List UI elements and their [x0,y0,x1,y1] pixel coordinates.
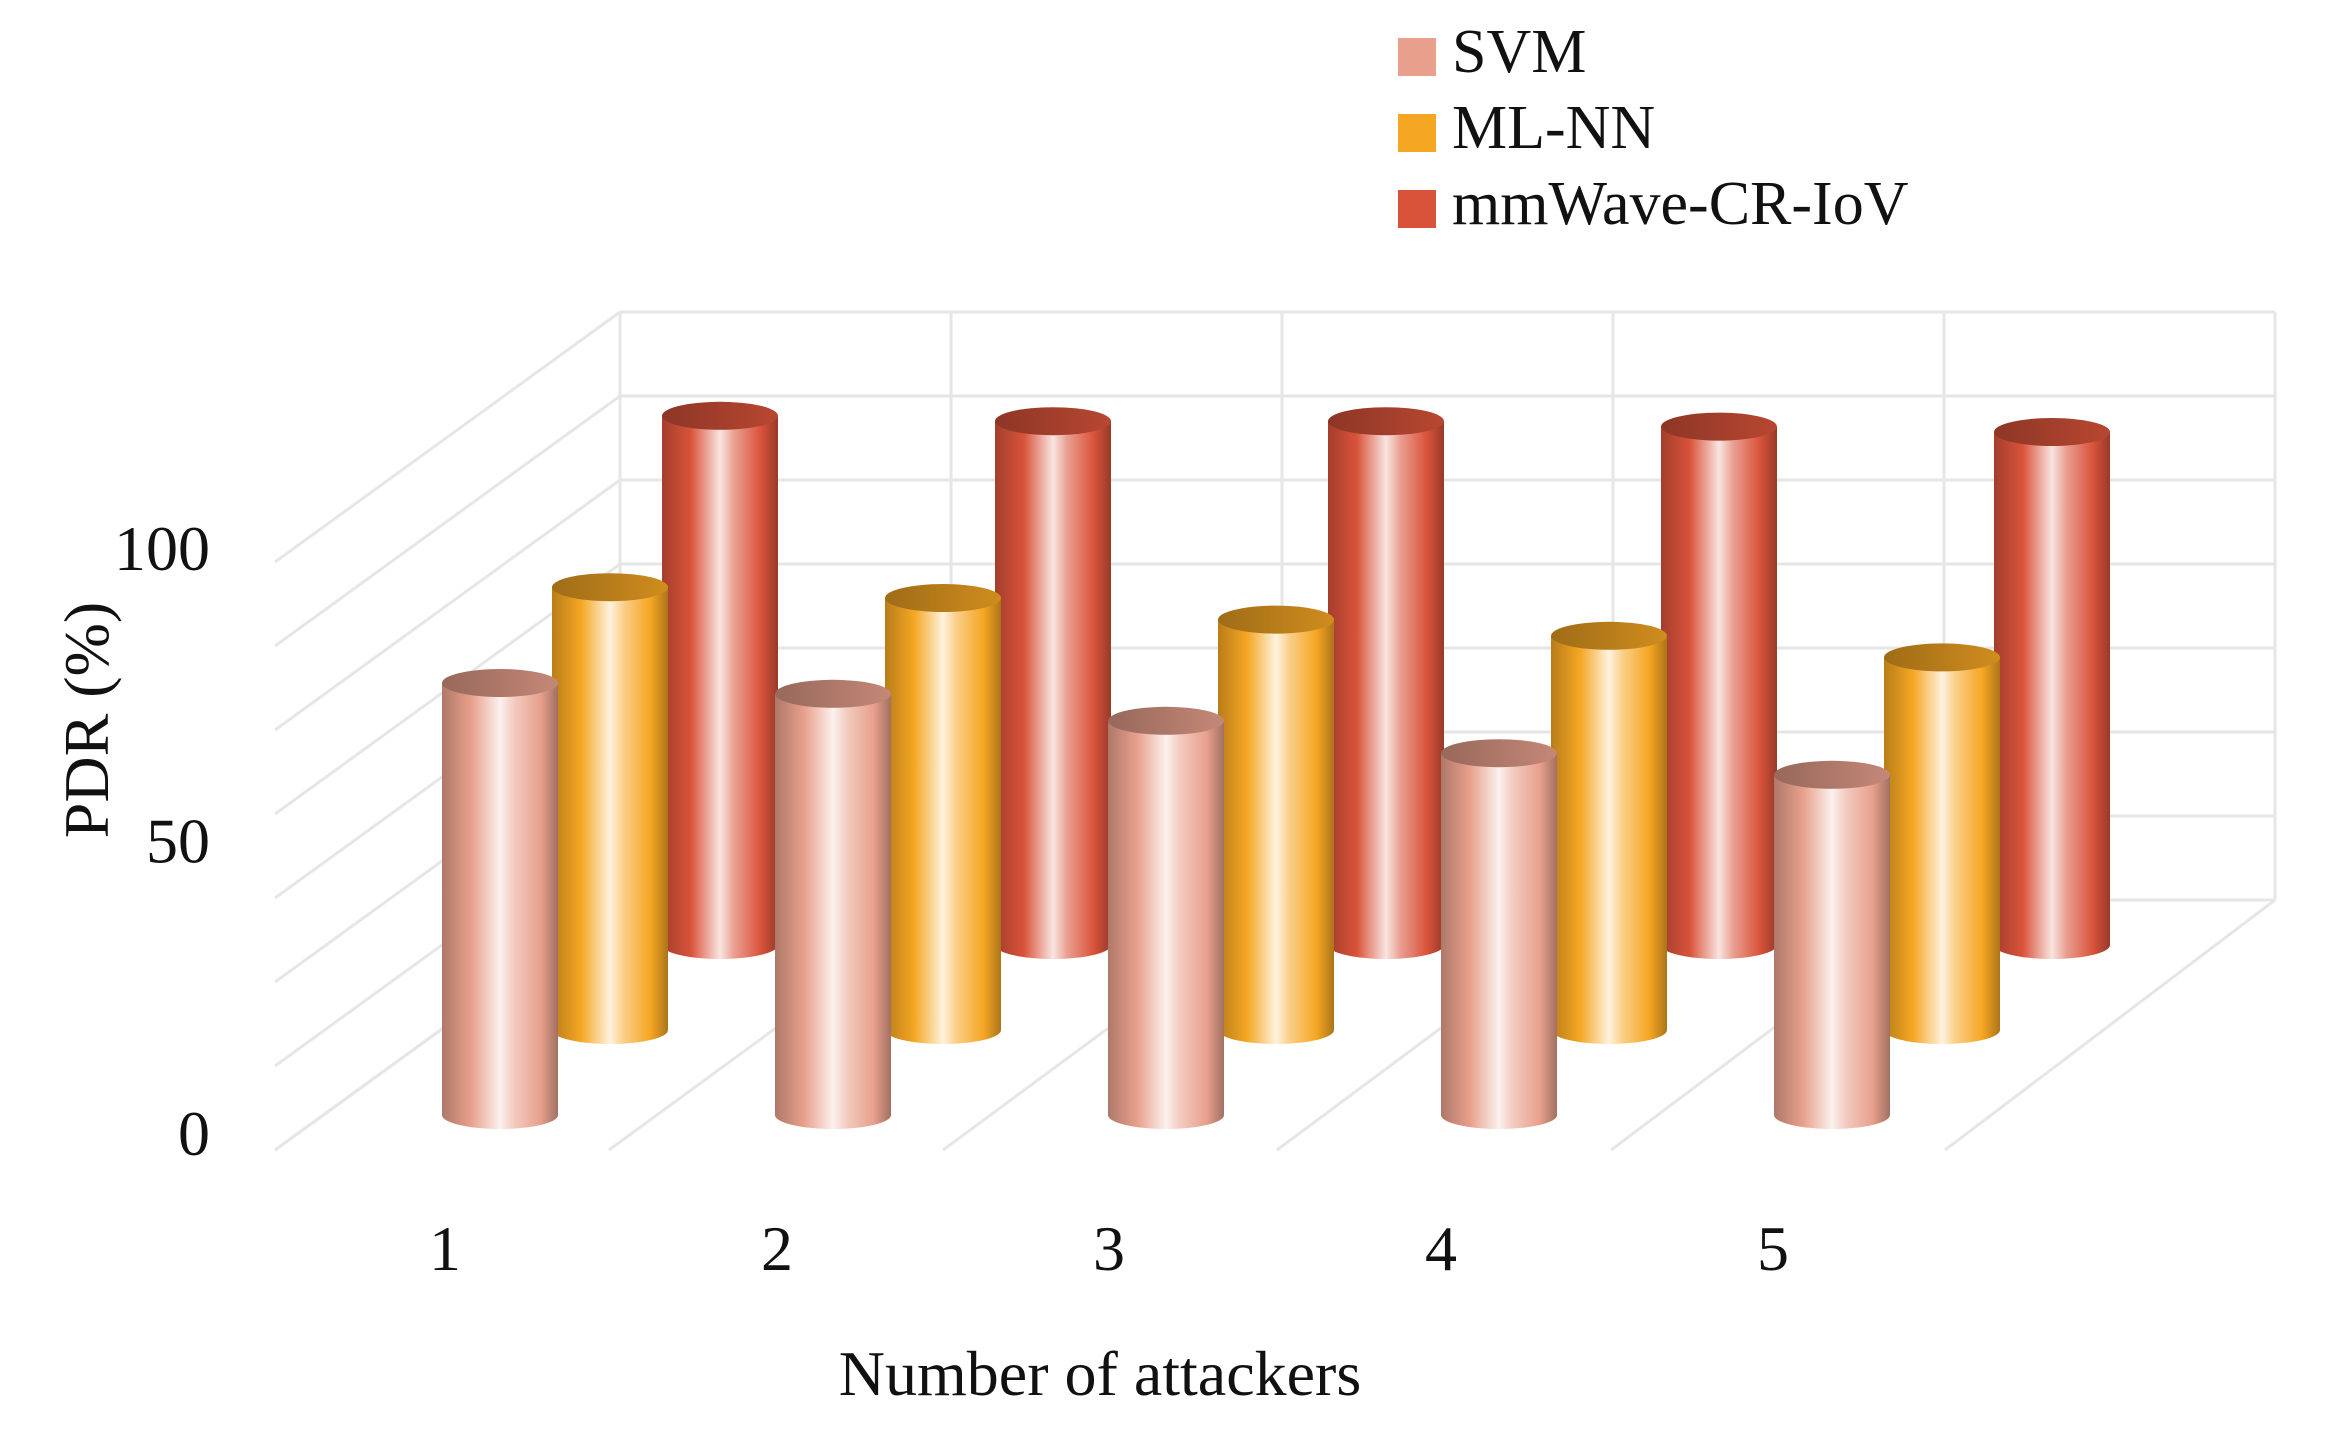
legend-item: SVM [1398,18,1586,86]
bar-ml-nn-3 [1218,605,1334,1044]
legend-label: SVM [1452,18,1586,86]
x-tick-label: 3 [1093,1213,1125,1284]
legend: SVM ML-NN mmWave-CR-IoV [1398,18,1909,238]
bar-mmwave-cr-iov-3 [1328,407,1444,959]
bar-mmwave-cr-iov-4 [1661,412,1777,960]
bar-ml-nn-5 [1884,643,2000,1044]
x-tick-label: 4 [1425,1213,1457,1284]
gridline-side [274,394,621,648]
bar-ml-nn-1 [552,573,668,1044]
y-axis-label: PDR (%) [51,602,122,838]
x-tick-label: 1 [429,1213,461,1284]
legend-label: mmWave-CR-IoV [1452,170,1909,238]
gridline-side [274,478,621,732]
bar-mmwave-cr-iov-5 [1994,418,2110,959]
bar-ml-nn-2 [885,584,1001,1044]
gridline-side [274,310,621,564]
y-tick-label: 50 [146,806,210,877]
legend-item: mmWave-CR-IoV [1398,170,1909,238]
legend-label: ML-NN [1452,94,1655,162]
y-tick-label: 100 [114,513,210,584]
x-tick-labels: 1 2 3 4 5 [429,1213,1789,1284]
bar-svm-2 [775,679,891,1129]
legend-swatch [1398,114,1436,152]
bar-svm-5 [1774,760,1890,1129]
legend-item: ML-NN [1398,94,1655,162]
x-tick-label: 5 [1757,1213,1789,1284]
axes: PDR (%) Number of attackers 0 50 100 1 2 3 4 5 [51,513,1789,1409]
bar-mmwave-cr-iov-1 [662,401,778,959]
x-axis-label: Number of attackers [839,1338,1361,1409]
x-tick-label: 2 [761,1213,793,1284]
bar-ml-nn-4 [1551,621,1667,1044]
bar-svm-3 [1108,706,1224,1129]
legend-swatch [1398,38,1436,76]
bar-svm-4 [1441,739,1557,1129]
bar-svm-1 [442,669,558,1129]
y-tick-labels: 0 50 100 [114,513,210,1169]
bar-mmwave-cr-iov-2 [995,407,1111,959]
gridline-floor [1944,898,2276,1152]
bars [442,401,2110,1129]
y-tick-label: 0 [178,1098,210,1169]
legend-swatch [1398,190,1436,228]
